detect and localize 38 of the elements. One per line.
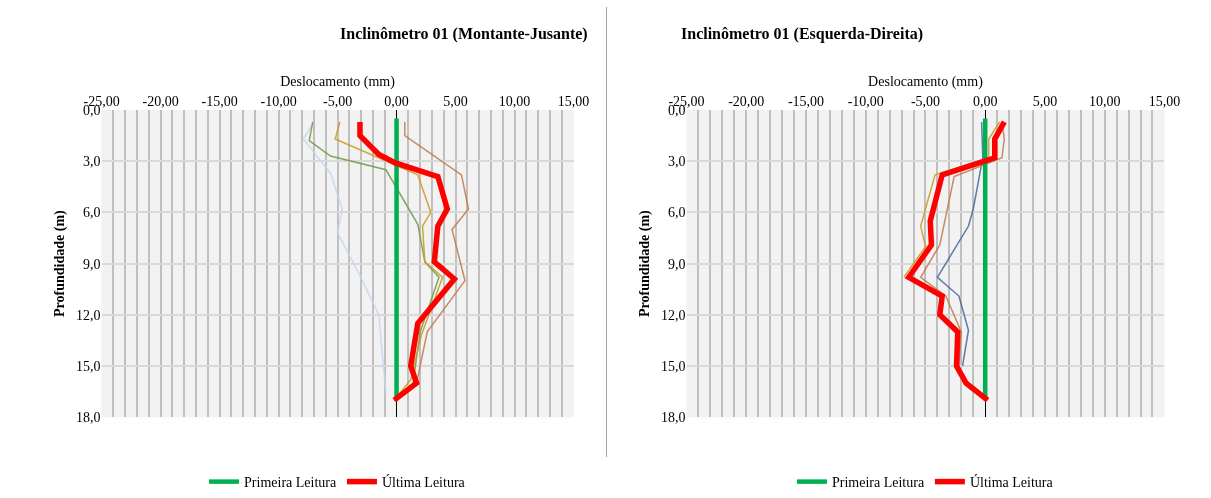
- y-tick-label: 9,0: [668, 256, 686, 272]
- y-tick-label: 15,0: [76, 358, 101, 374]
- x-tick-label: -10,00: [260, 94, 297, 110]
- x-tick-label: 10,00: [498, 94, 531, 110]
- x-tick-label: -5,00: [322, 94, 353, 110]
- x-tick-label: 5,00: [443, 94, 468, 110]
- y-tick-label: 12,0: [76, 307, 101, 323]
- y-tick-label: 3,0: [668, 154, 686, 170]
- y-tick-label: 15,0: [661, 358, 686, 374]
- x-tick-label: 0,00: [972, 94, 998, 110]
- x-tick-label: -20,00: [142, 94, 179, 110]
- x-tick-label: -15,00: [201, 94, 238, 110]
- chart-title: Inclinômetro 01 (Esquerda-Direita): [681, 25, 924, 43]
- x-tick-label: 15,00: [1148, 94, 1181, 110]
- y-axis-title: Profundidade (m): [51, 209, 68, 317]
- legend-label: Última Leitura: [969, 474, 1054, 491]
- x-tick-label: -15,00: [787, 94, 825, 110]
- x-tick-label: 10,00: [1088, 94, 1121, 110]
- y-tick-label: 18,0: [76, 410, 101, 426]
- y-tick-label: 6,0: [83, 205, 101, 221]
- y-tick-label: 6,0: [668, 205, 686, 221]
- y-tick-label: 3,0: [83, 154, 101, 170]
- legend-label: Primeira Leitura: [244, 475, 337, 491]
- x-tick-label: -5,00: [910, 94, 941, 110]
- x-tick-label: 0,00: [384, 94, 409, 110]
- y-axis-title: Profundidade (m): [636, 209, 653, 317]
- legend-label: Última Leitura: [381, 474, 466, 491]
- x-tick-label: 5,00: [1032, 94, 1058, 110]
- chart-title: Inclinômetro 01 (Montante-Jusante): [340, 25, 588, 43]
- x-axis-title: Deslocamento (mm): [280, 73, 396, 90]
- legend-label: Primeira Leitura: [831, 475, 925, 491]
- x-tick-label: -10,00: [847, 94, 884, 110]
- y-tick-label: 9,0: [83, 256, 101, 272]
- y-tick-label: 18,0: [661, 410, 686, 426]
- y-tick-label: 12,0: [661, 307, 686, 323]
- x-tick-label: -20,00: [728, 94, 765, 110]
- x-axis-title: Deslocamento (mm): [868, 73, 984, 90]
- x-tick-label: 15,00: [557, 94, 590, 110]
